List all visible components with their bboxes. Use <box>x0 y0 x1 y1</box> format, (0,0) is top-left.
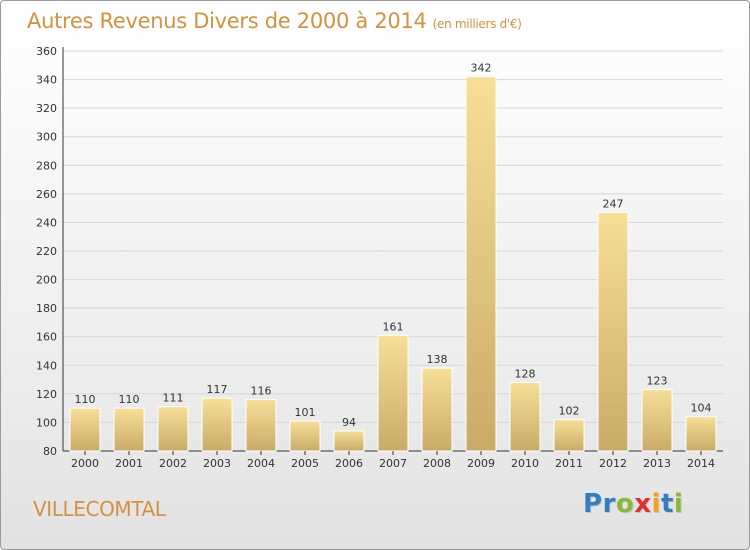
x-tick-label: 2008 <box>423 457 451 470</box>
x-tick-label: 2005 <box>291 457 319 470</box>
bar <box>113 407 145 452</box>
bar <box>157 406 189 452</box>
logo-letter: i <box>651 489 661 519</box>
y-tick-label: 220 <box>36 245 57 258</box>
x-tick-label: 2014 <box>687 457 715 470</box>
x-tick-label: 2006 <box>335 457 363 470</box>
chart-title-text: Autres Revenus Divers de 2000 à 2014 <box>27 9 427 33</box>
bar <box>465 76 497 452</box>
bar <box>685 416 717 452</box>
bar <box>333 430 365 452</box>
bar <box>69 407 101 452</box>
x-tick-label: 2001 <box>115 457 143 470</box>
y-tick-label: 80 <box>43 445 57 458</box>
y-tick-label: 300 <box>36 131 57 144</box>
bar-value-label: 110 <box>75 393 96 406</box>
bar <box>509 381 541 452</box>
bar <box>597 211 629 452</box>
y-tick-label: 260 <box>36 188 57 201</box>
y-tick-label: 160 <box>36 331 57 344</box>
bar-value-label: 111 <box>163 392 184 405</box>
proxiti-logo: Proxiti <box>583 489 683 519</box>
bar-value-label: 138 <box>427 353 448 366</box>
bar-value-label: 102 <box>559 405 580 418</box>
place-name: VILLECOMTAL <box>33 497 166 521</box>
bar <box>201 397 233 452</box>
x-tick-label: 2007 <box>379 457 407 470</box>
logo-letter: x <box>634 489 652 519</box>
bar <box>421 367 453 452</box>
bar-value-label: 161 <box>383 320 404 333</box>
y-tick-label: 140 <box>36 359 57 372</box>
bar-value-label: 101 <box>295 406 316 419</box>
bar <box>289 420 321 452</box>
y-tick-label: 240 <box>36 216 57 229</box>
bar-value-label: 116 <box>251 385 272 398</box>
logo-letter: i <box>673 489 684 519</box>
logo-letter: o <box>615 489 635 519</box>
bar-value-label: 94 <box>342 416 356 429</box>
bar <box>641 389 673 452</box>
logo-letter: P <box>583 489 603 519</box>
y-tick-label: 320 <box>36 102 57 115</box>
bar <box>245 399 277 452</box>
x-tick-label: 2013 <box>643 457 671 470</box>
x-tick-label: 2010 <box>511 457 539 470</box>
bar-value-label: 342 <box>471 62 492 75</box>
bar-value-label: 123 <box>647 375 668 388</box>
chart-title: Autres Revenus Divers de 2000 à 2014 (en … <box>27 9 522 33</box>
y-tick-label: 280 <box>36 159 57 172</box>
x-tick-label: 2003 <box>203 457 231 470</box>
y-tick-label: 100 <box>36 416 57 429</box>
bar-value-label: 117 <box>207 383 228 396</box>
bar <box>377 334 409 452</box>
y-tick-label: 360 <box>36 45 57 58</box>
y-tick-label: 340 <box>36 74 57 87</box>
bar-value-label: 128 <box>515 367 536 380</box>
y-tick-label: 180 <box>36 302 57 315</box>
x-tick-label: 2009 <box>467 457 495 470</box>
chart-subtitle: (en milliers d'€) <box>432 17 522 31</box>
bar-value-label: 110 <box>119 393 140 406</box>
x-tick-label: 2002 <box>159 457 187 470</box>
bar-value-label: 247 <box>603 197 624 210</box>
bar-value-label: 104 <box>691 402 712 415</box>
x-tick-label: 2004 <box>247 457 275 470</box>
logo-letter: t <box>660 489 674 519</box>
y-tick-label: 120 <box>36 388 57 401</box>
x-tick-label: 2012 <box>599 457 627 470</box>
x-tick-label: 2011 <box>555 457 583 470</box>
y-tick-label: 200 <box>36 274 57 287</box>
bar <box>553 419 585 452</box>
x-tick-label: 2000 <box>71 457 99 470</box>
logo-letter: r <box>602 489 616 519</box>
